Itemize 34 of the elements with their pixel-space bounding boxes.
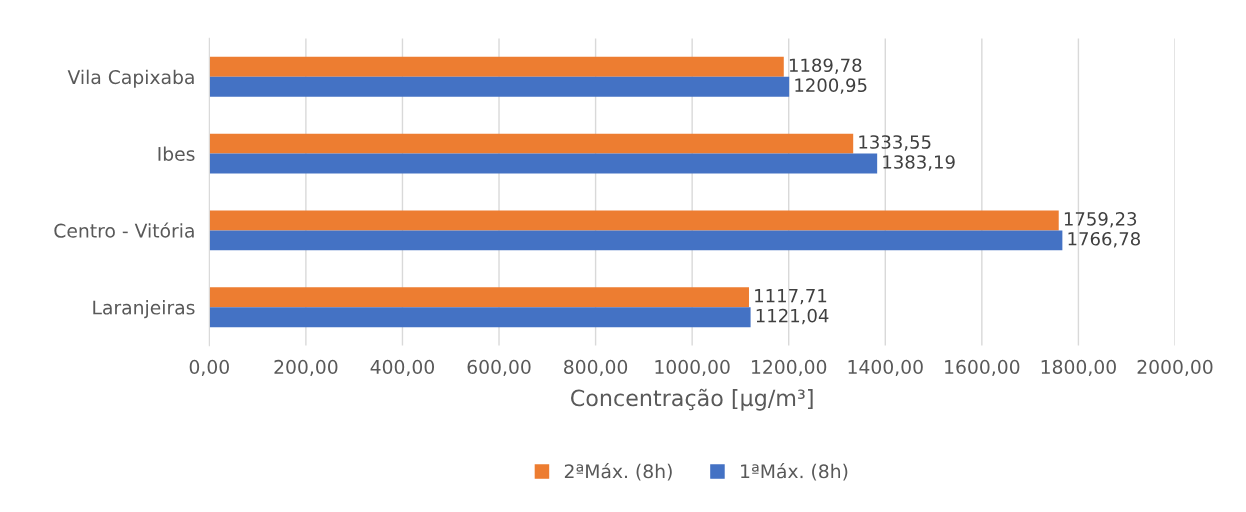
data-label: 1383,19 <box>883 155 955 171</box>
x-tick-label: 200,00 <box>274 359 338 376</box>
bar <box>209 307 751 328</box>
x-tick-label: 1000,00 <box>655 359 730 376</box>
bar <box>209 133 854 154</box>
y-tick-label: Ibes <box>158 146 195 161</box>
bar <box>209 210 1059 231</box>
legend-label: 2ªMáx. (8h) <box>564 463 672 481</box>
x-tick-label: 600,00 <box>467 359 531 376</box>
x-tick-label: 1400,00 <box>848 359 923 376</box>
data-label: 1121,04 <box>756 308 829 325</box>
bar <box>209 56 784 77</box>
data-label: 1759,23 <box>1064 212 1137 228</box>
data-label: 1117,71 <box>755 289 827 305</box>
x-tick-label: 1600,00 <box>945 359 1020 376</box>
bar <box>209 76 790 97</box>
data-label: 1333,55 <box>859 135 931 151</box>
x-tick-label: 800,00 <box>564 359 628 376</box>
bar <box>209 153 878 174</box>
data-label: 1766,78 <box>1068 231 1140 248</box>
x-tick-label: 0,00 <box>189 359 229 376</box>
bar <box>209 230 1063 251</box>
y-tick-label: Laranjeiras <box>93 300 195 319</box>
data-label: 1189,78 <box>789 58 862 74</box>
x-tick-label: 400,00 <box>370 359 435 376</box>
legend-label: 1ªMáx. (8h) <box>741 463 848 481</box>
x-axis-title: Concentração [µg/m³] <box>571 388 813 411</box>
x-tick-label: 1200,00 <box>752 359 827 376</box>
x-tick-label: 1800,00 <box>1041 359 1116 376</box>
bar <box>209 287 749 308</box>
data-label: 1200,95 <box>795 78 867 94</box>
y-tick-label: Centro - Vitória <box>54 222 194 238</box>
x-tick-label: 2000,00 <box>1137 359 1213 376</box>
y-tick-label: Vila Capixaba <box>67 69 194 88</box>
